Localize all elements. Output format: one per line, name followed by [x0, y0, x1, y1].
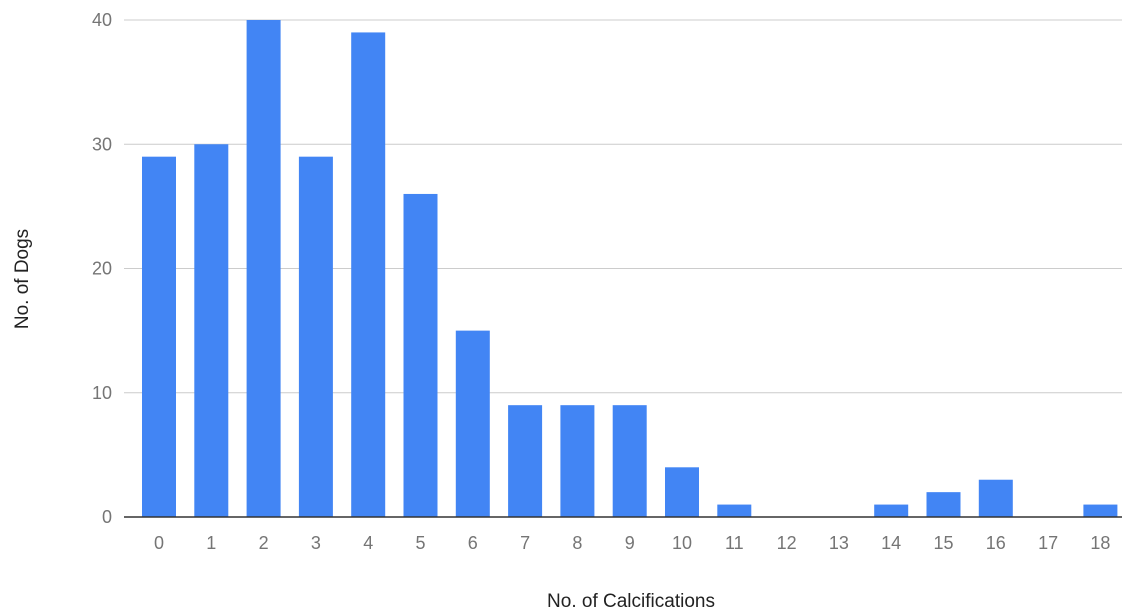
bar-7 [508, 405, 543, 517]
bar-8 [560, 405, 595, 517]
x-tick-label: 8 [572, 533, 582, 553]
bar-4 [351, 32, 386, 518]
bar-0 [142, 156, 176, 518]
x-tick-label: 6 [468, 533, 478, 553]
x-tick-label: 4 [363, 533, 373, 553]
x-tick-label: 16 [986, 533, 1006, 553]
y-tick-label: 10 [92, 383, 112, 403]
x-axis-title: No. of Calcifications [547, 591, 715, 612]
x-tick-label: 13 [829, 533, 849, 553]
y-tick-label: 30 [92, 134, 112, 154]
bar-16 [978, 479, 1013, 517]
x-tick-label: 2 [259, 533, 269, 553]
x-tick-label: 15 [933, 533, 953, 553]
x-tick-label: 12 [777, 533, 797, 553]
y-tick-label: 0 [102, 507, 112, 527]
x-tick-label: 18 [1090, 533, 1110, 553]
x-tick-label: 10 [672, 533, 692, 553]
x-tick-label: 3 [311, 533, 321, 553]
bar-6 [455, 330, 490, 517]
x-tick-label: 1 [206, 533, 216, 553]
bar-5 [403, 193, 438, 517]
y-tick-labels: 0 10 20 30 40 [92, 10, 112, 527]
bar-10 [665, 467, 699, 517]
bar-14 [874, 504, 909, 517]
gridlines [124, 19, 1122, 394]
x-tick-labels: 0 1 2 3 4 5 6 7 8 9 10 11 12 13 14 15 16 17 18 [154, 533, 1110, 553]
bar-18 [1083, 504, 1118, 517]
bars [142, 20, 1118, 518]
x-tick-label: 14 [881, 533, 901, 553]
y-tick-label: 20 [92, 259, 112, 279]
x-tick-label: 7 [520, 533, 530, 553]
x-tick-label: 0 [154, 533, 164, 553]
y-axis-title: No. of Dogs [12, 229, 33, 329]
bar-2 [246, 20, 281, 517]
bar-1 [194, 144, 229, 517]
x-tick-label: 5 [415, 533, 425, 553]
y-tick-label: 40 [92, 10, 112, 30]
bar-11 [717, 504, 752, 517]
bar-15 [926, 492, 961, 517]
bar-3 [298, 156, 333, 518]
x-tick-label: 9 [625, 533, 635, 553]
x-tick-label: 17 [1038, 533, 1058, 553]
bar-9 [612, 405, 647, 517]
x-tick-label: 11 [725, 533, 744, 553]
